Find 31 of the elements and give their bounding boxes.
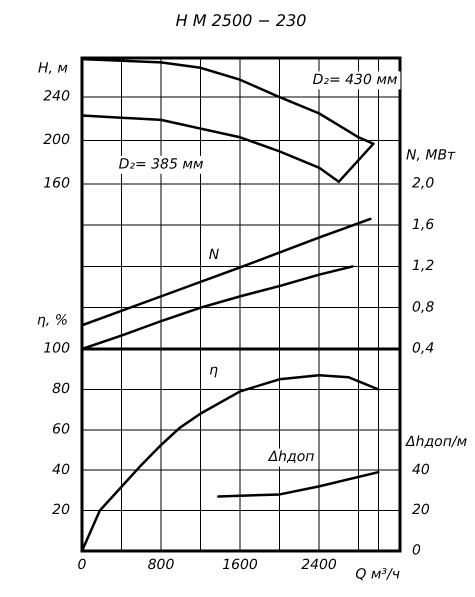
x-tick-label: 2400 — [301, 557, 337, 574]
y2-axis-title: Δhдоп/м — [405, 434, 468, 450]
x-axis-title: Q м³/ч — [355, 566, 400, 583]
y2-tick-label: 2,0 — [412, 176, 434, 192]
y-axis-title: H, м — [38, 60, 68, 77]
y2-tick-label: 0,4 — [412, 340, 434, 357]
x-tick-label: 800 — [148, 557, 174, 574]
series-label: Δhдоп — [268, 449, 314, 466]
x-tick-label: 0 — [78, 557, 87, 574]
y-tick-label: 40 — [52, 462, 70, 478]
x-tick-label: 1600 — [222, 557, 258, 574]
y-tick-label: 20 — [52, 502, 70, 518]
y2-tick-label: 20 — [412, 502, 430, 518]
chart-title: Н М 2500 − 230 — [176, 11, 306, 30]
y2-tick-label: 40 — [412, 462, 430, 478]
y-tick-label: 200 — [43, 132, 70, 148]
series-label: N — [208, 247, 220, 264]
y-tick-label: 60 — [52, 421, 70, 438]
y-tick-label: 100 — [43, 340, 70, 357]
y2-tick-label: 0 — [412, 542, 421, 559]
y-tick-label: 160 — [43, 176, 70, 192]
y-tick-label: 240 — [43, 88, 70, 105]
series-label: D₂= 385 мм — [118, 156, 204, 173]
y2-tick-label: 1,6 — [412, 216, 434, 233]
series-label: η — [209, 362, 218, 378]
y2-axis-title: N, МВт — [406, 148, 456, 164]
y-tick-label: 80 — [52, 381, 70, 398]
series-label: D₂= 430 мм — [312, 72, 398, 88]
y2-tick-label: 0,8 — [412, 299, 434, 316]
y2-tick-label: 1,2 — [412, 258, 434, 274]
y-axis-title: η, % — [36, 312, 68, 329]
